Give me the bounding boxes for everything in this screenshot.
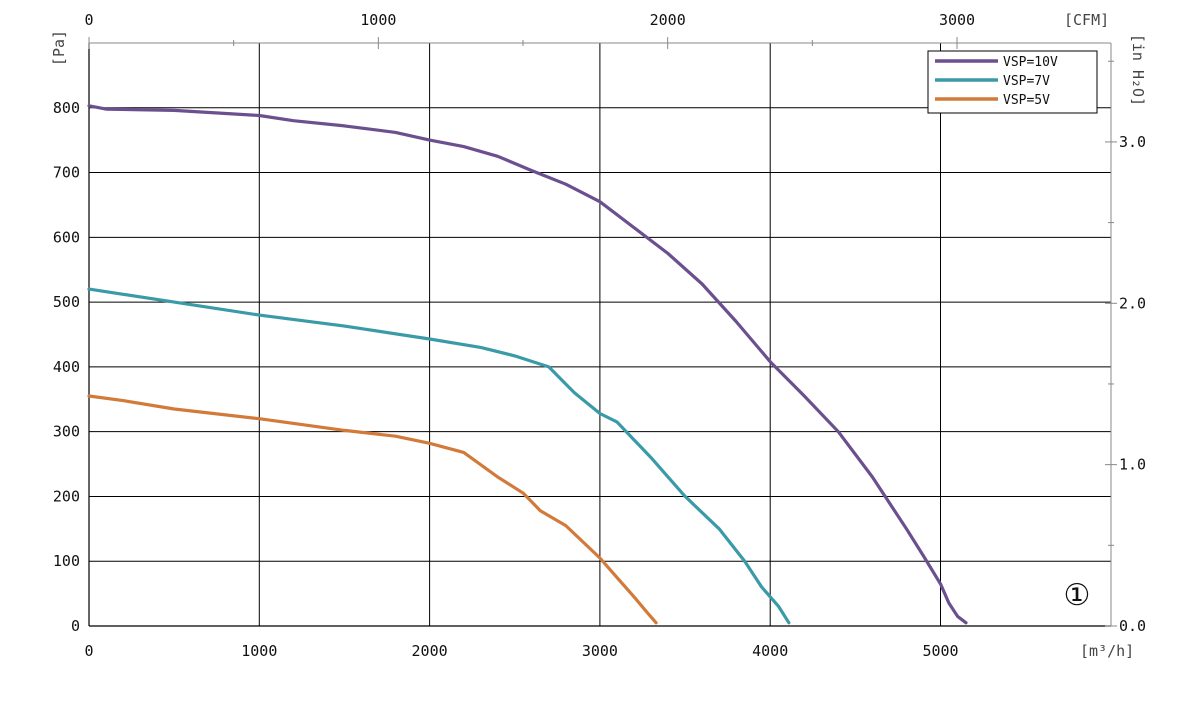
x-tick-label: 5000 <box>922 642 958 660</box>
x-axis-unit-top: [CFM] <box>1064 11 1109 29</box>
y-tick-label: 700 <box>53 164 80 182</box>
x-tick-label: 2000 <box>412 642 448 660</box>
y-tick-label: 300 <box>53 423 80 441</box>
series-lines <box>87 104 968 625</box>
y-tick-label: 500 <box>53 293 80 311</box>
y-axis-unit-right: [in H₂O] <box>1129 34 1147 106</box>
legend-label: VSP=10V <box>1003 55 1058 70</box>
y-tick-label: 800 <box>53 99 80 117</box>
y-axis-unit-left: [Pa] <box>50 30 68 66</box>
right-tick-label: 3.0 <box>1119 133 1146 151</box>
top-tick-label: 3000 <box>939 11 975 29</box>
series-line-vsp-5v <box>87 394 658 625</box>
tick-labels: 0 1000 2000 3000 4000 5000 0 100 200 300 400 500 600… <box>53 11 1146 660</box>
chart-marker: ① <box>1064 578 1091 613</box>
x-tick-label: 1000 <box>241 642 277 660</box>
top-tick-label: 2000 <box>650 11 686 29</box>
x-tick-label: 4000 <box>752 642 788 660</box>
top-tick-label: 1000 <box>360 11 396 29</box>
top-tick-label: 0 <box>84 11 93 29</box>
y-tick-label: 600 <box>53 228 80 246</box>
legend-label: VSP=7V <box>1003 74 1050 89</box>
x-tick-label: 3000 <box>582 642 618 660</box>
right-tick-label: 0.0 <box>1119 617 1146 635</box>
right-tick-label: 1.0 <box>1119 456 1146 474</box>
x-axis-unit-bottom: [m³/h] <box>1080 642 1134 660</box>
y-tick-label: 200 <box>53 487 80 505</box>
series-line-vsp-10v <box>87 104 968 625</box>
y-tick-label: 0 <box>71 617 80 635</box>
legend-label: VSP=5V <box>1003 93 1050 108</box>
y-tick-label: 400 <box>53 358 80 376</box>
x-tick-label: 0 <box>84 642 93 660</box>
grid <box>89 43 1111 626</box>
y-tick-label: 100 <box>53 552 80 570</box>
legend: VSP=10V VSP=7V VSP=5V <box>927 50 1098 114</box>
axes <box>88 37 1117 627</box>
series-line-vsp-7v <box>87 287 791 625</box>
right-tick-label: 2.0 <box>1119 294 1146 312</box>
